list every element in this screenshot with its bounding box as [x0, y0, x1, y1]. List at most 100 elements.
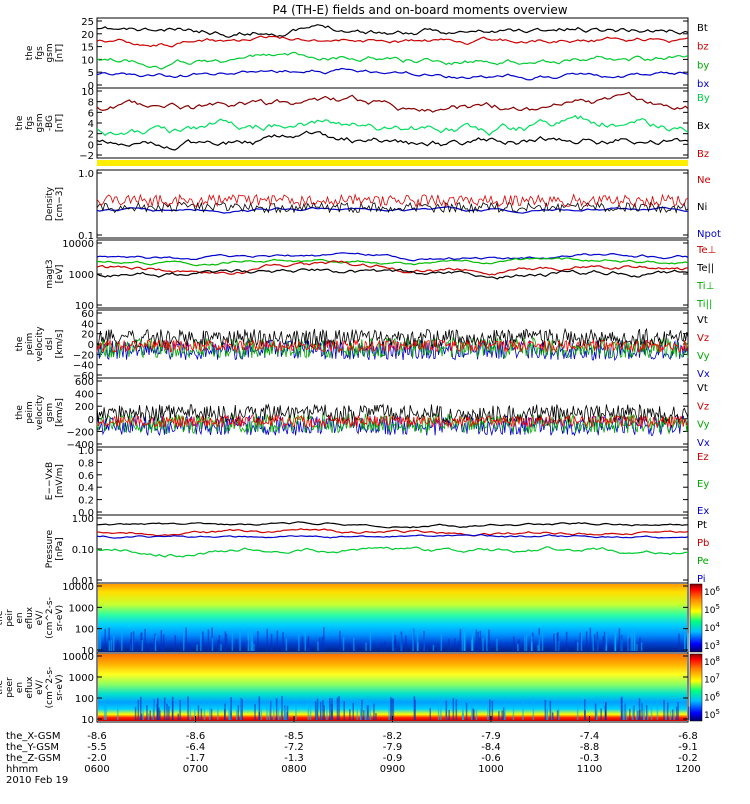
y-axis-label-line: the: [15, 336, 25, 351]
spectrogram-streak: [110, 639, 113, 651]
colorbar-tick-label: 105: [704, 603, 720, 616]
spectrogram-streak: [473, 709, 475, 720]
spectrogram-streak: [200, 708, 203, 720]
spectrogram-streak: [103, 701, 106, 720]
spectrogram-streak: [640, 642, 643, 651]
spectrogram-streak: [650, 701, 653, 720]
spectrogram-streak: [479, 630, 482, 651]
y-tick-label: 1000: [69, 270, 94, 281]
y-axis-label-line: peir: [5, 609, 15, 627]
series-by: [96, 51, 689, 70]
spectrogram-streak: [309, 702, 312, 720]
footer-value: 0600: [84, 764, 109, 775]
footer-value: -5.5: [87, 742, 107, 753]
y-axis-label-line: [km/s]: [55, 398, 65, 427]
spectrogram-streak: [629, 708, 631, 720]
spectrogram-streak: [422, 644, 424, 651]
spectrogram-streak: [455, 699, 458, 720]
spectrogram-streak: [142, 700, 144, 720]
spectrogram-streak: [641, 703, 643, 720]
spectrogram-streak: [472, 632, 474, 651]
y-axis-label-line: fgs: [25, 116, 35, 130]
y-axis-label-line: peer: [5, 677, 15, 698]
spectrogram-streak: [452, 698, 455, 720]
spectrogram-streak: [637, 710, 639, 720]
y-axis-label-line: magt3: [45, 259, 55, 288]
y-tick-label: 5: [88, 68, 94, 79]
y-axis-label-line: eV/: [35, 679, 45, 695]
y-tick-label: 10: [81, 646, 94, 657]
spectrogram-streak: [177, 713, 179, 720]
y-tick-label: 20: [81, 330, 94, 341]
spectrogram-streak: [343, 701, 345, 720]
spectrogram-streak: [530, 641, 533, 651]
spectrogram-streak: [285, 638, 288, 651]
spectrogram-streak: [369, 701, 372, 720]
spectrogram-streak: [237, 705, 240, 720]
spectrogram-streak: [228, 698, 230, 720]
spectrogram-streak: [273, 697, 275, 720]
spectrogram-streak: [224, 703, 226, 720]
legend-entry: Npot: [697, 229, 721, 240]
footer-value: -0.6: [481, 753, 501, 764]
spectrogram-streak: [584, 699, 586, 720]
spectrogram-streak: [482, 637, 484, 651]
y-axis-label: Pressure [nPa]: [45, 529, 65, 568]
series-vt: [96, 327, 689, 348]
y-axis-label-line: sr-eV): [55, 605, 65, 631]
y-axis-label-line: Pressure: [45, 529, 55, 568]
spectrogram-streak: [629, 637, 631, 651]
spectrogram-streak: [448, 638, 450, 651]
y-axis-label-line: the: [0, 680, 5, 695]
spectrogram-streak: [491, 700, 494, 720]
y-axis-label-line: fgs: [35, 46, 45, 60]
y-axis-label-line: E−−VxB: [45, 462, 55, 500]
spectrogram-streak: [472, 708, 474, 720]
spectrogram-streak: [596, 631, 599, 651]
spectrogram-streak: [304, 631, 306, 651]
spectrogram-streak: [298, 633, 300, 651]
spectrogram-streak: [384, 641, 386, 651]
y-axis-label-line: peim: [25, 401, 35, 424]
series-pt: [96, 521, 689, 529]
spectrogram-streak: [392, 698, 395, 720]
y-axis-label-line: en: [15, 612, 25, 623]
y-tick-label: 1000: [69, 603, 94, 614]
spectrogram-streak: [239, 628, 241, 651]
spectrogram-streak: [457, 641, 460, 651]
figure-title: P4 (TH-E) fields and on-board moments ov…: [272, 3, 567, 17]
legend-entry: Ez: [697, 452, 709, 463]
series-ti-perp: [96, 257, 689, 267]
y-axis-label-line: [cm−3]: [55, 187, 65, 221]
y-tick-label: 40: [81, 319, 94, 330]
spectrogram-streak: [323, 627, 325, 651]
spectrogram-streak: [522, 698, 524, 720]
spectrogram-streak: [394, 639, 397, 651]
colorbar-tick-label: 107: [704, 673, 720, 686]
spectrogram-streak: [354, 639, 356, 651]
spectrogram-streak: [131, 633, 134, 651]
spectrogram-streak: [241, 699, 243, 720]
spectrogram-streak: [633, 705, 635, 720]
series-te-perp: [96, 260, 689, 276]
y-tick-label: 0.01: [72, 576, 94, 587]
y-axis-label-line: gsm: [45, 403, 55, 422]
y-tick-label: 100: [75, 301, 94, 312]
y-axis-label: E−−VxB [mV/m]: [45, 462, 65, 500]
spectrogram-streak: [145, 643, 148, 651]
y-tick-label: 400: [75, 390, 94, 401]
footer-value: -2.0: [87, 753, 107, 764]
spectrogram-streak: [270, 633, 273, 651]
spectrogram-streak: [366, 705, 369, 720]
footer-value: 1000: [478, 764, 503, 775]
spectrogram-streak: [231, 633, 234, 651]
y-tick-label: 0.1: [78, 231, 94, 242]
y-axis-label-line: [km/s]: [55, 330, 65, 359]
footer-date: 2010 Feb 19: [6, 775, 68, 786]
spectrogram-streak: [440, 633, 443, 651]
spectrogram-streak: [566, 644, 569, 651]
spectrogram-streak: [373, 703, 375, 720]
spectrogram-streak: [589, 627, 592, 651]
y-axis-label-line: [nPa]: [55, 537, 65, 560]
legend-entry: Vy: [697, 420, 710, 431]
